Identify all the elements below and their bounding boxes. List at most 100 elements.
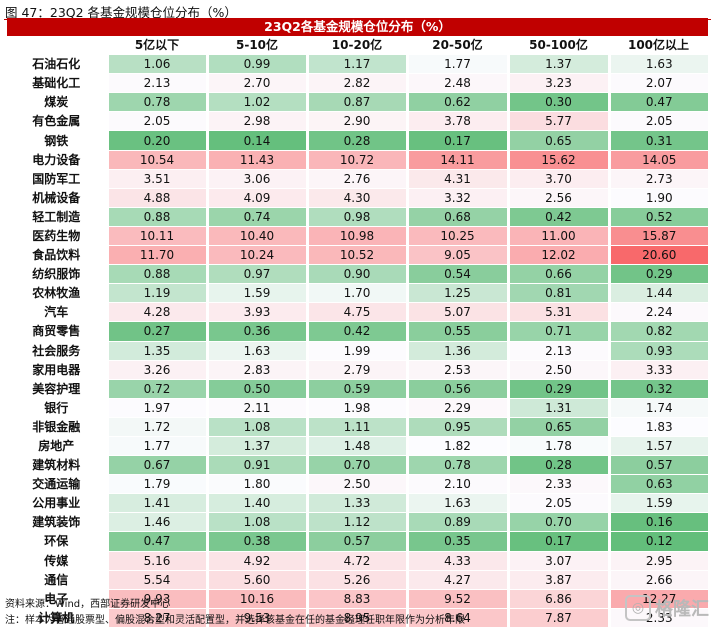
row-label: 非银金融 [7, 417, 107, 437]
heatmap-cell: 8.27 [105, 608, 207, 628]
row-label: 电力设备 [7, 150, 107, 170]
heatmap-cell: 0.59 [305, 379, 407, 399]
heatmap-cell: 1.63 [405, 493, 508, 514]
heatmap-row: 交通运输 1.79 1.80 2.50 2.10 2.33 0.63 [7, 474, 708, 495]
heatmap-cell: 0.55 [405, 321, 508, 342]
heatmap-cell: 1.78 [506, 436, 609, 457]
heatmap-table: 5亿以下 5-10亿 10-20亿 20-50亿 50-100亿 100亿以上 石油石化 1… [7, 36, 708, 628]
heatmap-row: 机械设备 4.88 4.09 4.30 3.32 2.56 1.90 [7, 188, 708, 208]
row-label: 电子 [7, 589, 107, 609]
heatmap-cell: 0.14 [205, 130, 307, 151]
heatmap-cell: 0.12 [607, 531, 708, 552]
heatmap-cell: 3.26 [105, 360, 207, 380]
heatmap-cell: 20.60 [607, 245, 708, 266]
row-label: 建筑材料 [7, 455, 107, 476]
row-label: 国防军工 [7, 169, 107, 189]
heatmap-cell: 2.76 [305, 169, 407, 189]
heatmap-cell: 1.08 [205, 512, 307, 533]
heatmap-cell: 0.89 [405, 512, 508, 533]
heatmap-cell: 2.33 [506, 474, 609, 495]
row-label: 建筑装饰 [7, 512, 107, 533]
chart-title: 23Q2各基金规模仓位分布（%） [7, 18, 708, 36]
heatmap-cell: 0.68 [405, 207, 508, 227]
heatmap-row: 房地产 1.77 1.37 1.48 1.82 1.78 1.57 [7, 436, 708, 457]
gelonghui-logo-icon: ◎ [625, 595, 651, 621]
heatmap-cell: 1.33 [305, 493, 407, 514]
heatmap-cell: 10.11 [105, 226, 207, 247]
heatmap-cell: 3.06 [205, 169, 307, 189]
heatmap-cell: 2.95 [607, 551, 708, 571]
heatmap-cell: 1.19 [105, 283, 207, 304]
heatmap-cell: 3.70 [506, 169, 609, 189]
heatmap-cell: 1.70 [305, 283, 407, 304]
heatmap-cell: 9.53 [205, 608, 307, 628]
row-label: 基础化工 [7, 73, 107, 94]
heatmap-cell: 10.16 [205, 589, 307, 609]
heatmap-cell: 0.78 [405, 455, 508, 476]
heatmap-cell: 7.87 [506, 608, 609, 628]
heatmap-cell: 2.73 [607, 169, 708, 189]
heatmap-cell: 1.02 [205, 92, 307, 113]
heatmap-cell: 2.07 [607, 73, 708, 94]
heatmap-cell: 1.77 [105, 436, 207, 457]
heatmap-cell: 5.07 [405, 302, 508, 323]
heatmap-cell: 0.17 [506, 531, 609, 552]
heatmap-cell: 2.11 [205, 398, 307, 418]
heatmap-cell: 3.87 [506, 570, 609, 590]
heatmap-row: 石油石化 1.06 0.99 1.17 1.77 1.37 1.63 [7, 54, 708, 75]
heatmap-cell: 0.87 [305, 92, 407, 113]
column-header: 10-20亿 [307, 36, 407, 56]
heatmap-cell: 10.98 [305, 226, 407, 247]
heatmap-cell: 0.91 [205, 455, 307, 476]
heatmap-cell: 2.70 [205, 73, 307, 94]
heatmap-row: 建筑装饰 1.46 1.08 1.12 0.89 0.70 0.16 [7, 512, 708, 533]
heatmap-cell: 1.41 [105, 493, 207, 514]
heatmap-cell: 0.28 [506, 455, 609, 476]
heatmap-cell: 0.20 [105, 130, 207, 151]
heatmap-cell: 2.10 [405, 474, 508, 495]
heatmap-row: 食品饮料 11.70 10.24 10.52 9.05 12.02 20.60 [7, 245, 708, 266]
heatmap-cell: 5.26 [305, 570, 407, 590]
heatmap-cell: 0.82 [607, 321, 708, 342]
heatmap-cell: 1.12 [305, 512, 407, 533]
heatmap-cell: 4.92 [205, 551, 307, 571]
heatmap-cell: 8.83 [305, 589, 407, 609]
heatmap-cell: 0.95 [405, 417, 508, 437]
heatmap-cell: 1.40 [205, 493, 307, 514]
heatmap-cell: 1.37 [506, 54, 609, 75]
heatmap-cell: 0.78 [105, 92, 207, 113]
heatmap-cell: 3.33 [607, 360, 708, 380]
heatmap-row: 公用事业 1.41 1.40 1.33 1.63 2.05 1.59 [7, 493, 708, 514]
heatmap-cell: 9.05 [405, 245, 508, 266]
heatmap-row: 医药生物 10.11 10.40 10.98 10.25 11.00 15.87 [7, 226, 708, 247]
heatmap-cell: 4.72 [305, 551, 407, 571]
heatmap-cell: 0.70 [506, 512, 609, 533]
heatmap-cell: 0.90 [305, 264, 407, 285]
heatmap-cell: 0.50 [205, 379, 307, 399]
heatmap-cell: 0.63 [607, 474, 708, 495]
heatmap-cell: 2.98 [205, 111, 307, 132]
heatmap-cell: 4.31 [405, 169, 508, 189]
heatmap-cell: 5.54 [105, 570, 207, 590]
heatmap-row: 通信 5.54 5.60 5.26 4.27 3.87 2.66 [7, 570, 708, 590]
heatmap-cell: 0.62 [405, 92, 508, 113]
heatmap-cell: 2.05 [607, 111, 708, 132]
row-label: 钢铁 [7, 130, 107, 151]
heatmap-cell: 1.98 [305, 398, 407, 418]
heatmap-row: 煤炭 0.78 1.02 0.87 0.62 0.30 0.47 [7, 92, 708, 113]
row-label: 机械设备 [7, 188, 107, 208]
heatmap-cell: 1.36 [405, 341, 508, 361]
heatmap-cell: 0.54 [405, 264, 508, 285]
heatmap-cell: 4.28 [105, 302, 207, 323]
heatmap-cell: 0.31 [607, 130, 708, 151]
heatmap-cell: 1.77 [405, 54, 508, 75]
heatmap-row: 社会服务 1.35 1.63 1.99 1.36 2.13 0.93 [7, 341, 708, 361]
heatmap-cell: 1.63 [205, 341, 307, 361]
row-label: 食品饮料 [7, 245, 107, 266]
heatmap-cell: 0.65 [506, 130, 609, 151]
heatmap-cell: 5.77 [506, 111, 609, 132]
heatmap-cell: 9.93 [105, 589, 207, 609]
row-label: 房地产 [7, 436, 107, 457]
heatmap-cell: 1.06 [105, 54, 207, 75]
heatmap-cell: 1.17 [305, 54, 407, 75]
